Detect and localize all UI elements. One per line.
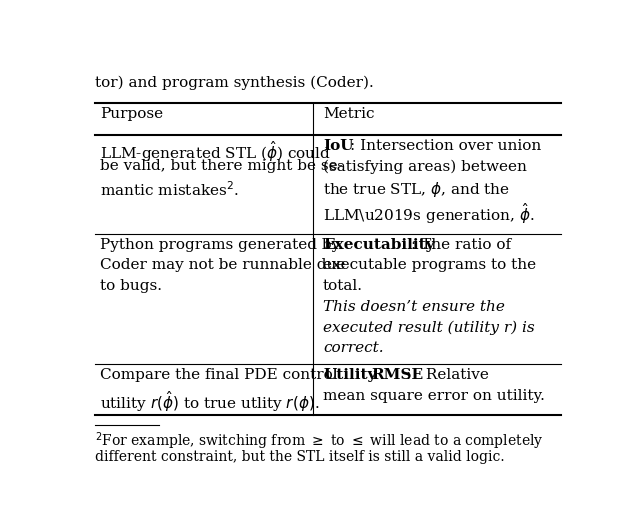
- Text: Purpose: Purpose: [100, 107, 163, 121]
- Text: Utility: Utility: [323, 369, 376, 382]
- Text: correct.: correct.: [323, 341, 383, 355]
- Text: tor) and program synthesis (Coder).: tor) and program synthesis (Coder).: [95, 76, 374, 90]
- Text: the true STL, $\phi$, and the: the true STL, $\phi$, and the: [323, 180, 510, 199]
- Text: LLM-generated STL ($\hat{\phi}$) could: LLM-generated STL ($\hat{\phi}$) could: [100, 139, 331, 164]
- Text: Metric: Metric: [323, 107, 374, 121]
- Text: Executability: Executability: [323, 238, 435, 252]
- Text: (satisfying areas) between: (satisfying areas) between: [323, 159, 527, 174]
- Text: Coder may not be runnable due: Coder may not be runnable due: [100, 259, 345, 272]
- Text: RMSE: RMSE: [372, 369, 424, 382]
- Text: executable programs to the: executable programs to the: [323, 259, 536, 272]
- Text: executed result (utility r) is: executed result (utility r) is: [323, 320, 535, 335]
- Text: $^2$For example, switching from $\geq$ to $\leq$ will lead to a completely: $^2$For example, switching from $\geq$ t…: [95, 431, 543, 452]
- Text: :   Relative: : Relative: [406, 369, 489, 382]
- Text: : The ratio of: : The ratio of: [412, 238, 511, 252]
- Text: IoU: IoU: [323, 139, 353, 153]
- Text: mantic mistakes$^2$.: mantic mistakes$^2$.: [100, 180, 239, 199]
- Text: to bugs.: to bugs.: [100, 279, 162, 293]
- Text: Compare the final PDE control: Compare the final PDE control: [100, 369, 337, 382]
- Text: total.: total.: [323, 279, 363, 293]
- Text: different constraint, but the STL itself is still a valid logic.: different constraint, but the STL itself…: [95, 450, 504, 464]
- Text: : Intersection over union: : Intersection over union: [350, 139, 541, 153]
- Text: mean square error on utility.: mean square error on utility.: [323, 389, 545, 403]
- Text: be valid, but there might be se-: be valid, but there might be se-: [100, 159, 342, 173]
- Text: This doesn’t ensure the: This doesn’t ensure the: [323, 300, 505, 314]
- Text: Python programs generated by: Python programs generated by: [100, 238, 340, 252]
- Text: LLM\u2019s generation, $\hat{\phi}$.: LLM\u2019s generation, $\hat{\phi}$.: [323, 200, 534, 226]
- Text: utility $r(\hat{\phi})$ to true utlity $r(\phi)$.: utility $r(\hat{\phi})$ to true utlity $…: [100, 389, 319, 414]
